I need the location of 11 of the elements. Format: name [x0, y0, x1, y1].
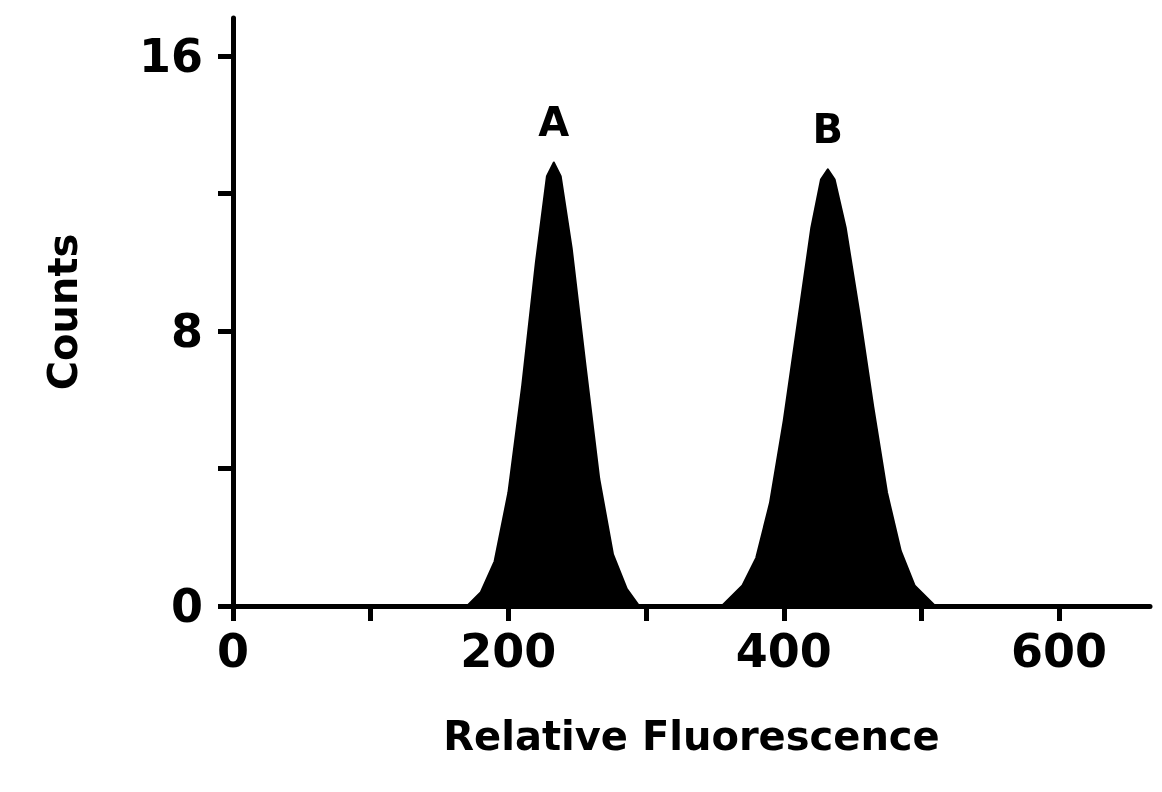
x-tick-label: 600	[1011, 624, 1108, 678]
x-tick-label: 0	[216, 624, 250, 678]
y-tick-label: 16	[138, 28, 203, 83]
y-axis-title: Counts	[40, 233, 86, 391]
y-tick-label: 8	[170, 303, 203, 358]
x-axis-title: Relative Fluorescence	[443, 713, 940, 759]
y-tick-label: 0	[170, 579, 203, 633]
annotation: A	[538, 99, 570, 146]
x-tick-label: 400	[735, 624, 832, 678]
x-tick-label: 200	[460, 624, 557, 678]
annotation: B	[812, 106, 844, 153]
